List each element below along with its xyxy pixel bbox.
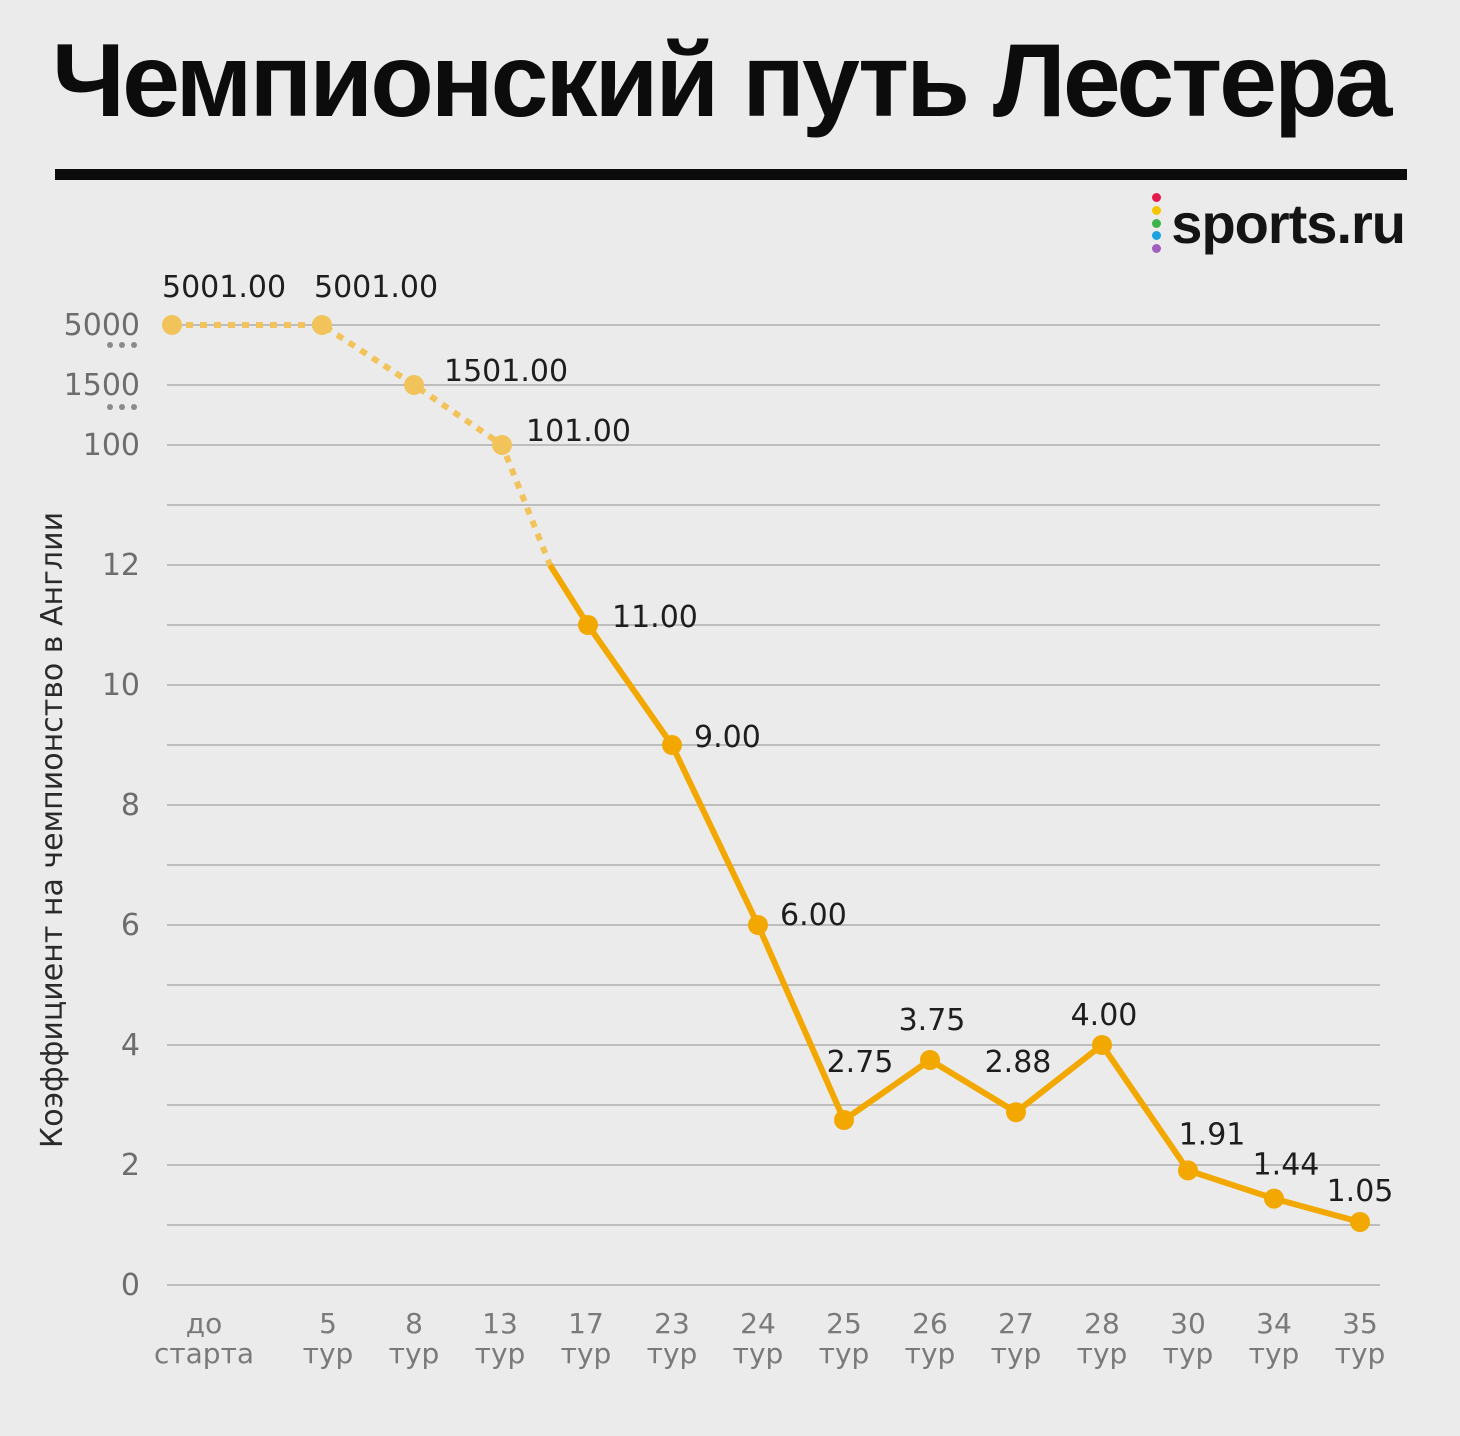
x-tick-label: 27 [998, 1307, 1034, 1340]
data-point [1178, 1160, 1198, 1181]
data-point [748, 915, 768, 935]
x-tick-label: тур [1249, 1337, 1300, 1370]
x-tick-label: тур [647, 1337, 698, 1370]
brand-dot-2 [1152, 218, 1162, 228]
data-label: 2.75 [827, 1045, 894, 1080]
brand-dot-0 [1152, 193, 1162, 202]
x-tick-label: 30 [1170, 1307, 1206, 1340]
x-tick-label: тур [561, 1337, 612, 1370]
brand-name: sports.ru [1171, 191, 1406, 255]
x-tick-label: тур [475, 1337, 526, 1370]
x-tick-label: 24 [740, 1307, 776, 1340]
x-tick-label: тур [991, 1337, 1042, 1370]
x-tick-label: тур [303, 1337, 354, 1370]
brand-dot-1 [1152, 205, 1162, 215]
x-tick-label: 5 [319, 1307, 337, 1340]
data-point [578, 615, 598, 635]
x-tick-label: 17 [568, 1307, 604, 1340]
axis-break-dot [107, 342, 113, 348]
brand-dot-3 [1152, 231, 1162, 241]
data-point [920, 1050, 940, 1070]
series-line-dashed [172, 321, 553, 567]
data-label: 1501.00 [444, 354, 568, 389]
y-tick-label: 2 [121, 1148, 140, 1183]
x-tick-label: тур [389, 1337, 440, 1370]
data-label: 101.00 [526, 414, 631, 449]
x-tick-label: тур [1335, 1337, 1386, 1370]
data-point [1264, 1188, 1284, 1209]
x-tick-label: 34 [1256, 1307, 1292, 1340]
y-tick-label: 8 [121, 788, 140, 823]
data-labels: 5001.00 5001.00 1501.00 101.00 11.00 9.00 6.00… [162, 270, 1393, 1209]
data-label: 4.00 [1071, 998, 1138, 1033]
data-label: 5001.00 [314, 270, 438, 305]
axis-break-dot [131, 404, 137, 410]
brand-dots-icon [1152, 193, 1162, 253]
brand-dot-4 [1152, 244, 1162, 253]
y-tick-label: 1500 [64, 368, 140, 403]
x-tick-label: 26 [912, 1307, 948, 1340]
y-tick-label: 12 [102, 548, 140, 583]
data-label: 9.00 [694, 720, 761, 755]
data-label: 1.44 [1253, 1148, 1320, 1183]
y-tick-label: 5000 [64, 308, 140, 343]
series-points [162, 314, 1370, 1232]
data-point [312, 314, 332, 335]
data-label: 11.00 [612, 600, 698, 635]
data-label: 5001.00 [162, 270, 286, 305]
y-tick-label: 6 [121, 908, 140, 943]
data-point [404, 374, 424, 395]
y-tick-label: 0 [121, 1268, 140, 1303]
axis-break-dot [131, 342, 137, 348]
y-tick-label: 4 [121, 1028, 140, 1063]
x-tick-label: до [186, 1307, 223, 1340]
x-tick-label: тур [1163, 1337, 1214, 1370]
chart-title: Чемпионский путь Лестера [52, 23, 1392, 139]
grid-lines [167, 324, 1380, 1286]
data-label: 3.75 [899, 1003, 966, 1038]
title-divider [55, 169, 1407, 180]
x-tick-label: тур [1077, 1337, 1128, 1370]
x-tick-label: старта [154, 1337, 254, 1370]
axis-break-dot [119, 404, 125, 410]
x-tick-label: 13 [482, 1307, 518, 1340]
y-axis-ticks: 0 2 4 6 8 10 12 100 1500 5000 [64, 308, 140, 1303]
data-point [1092, 1035, 1112, 1055]
y-tick-label: 10 [102, 668, 140, 703]
x-tick-label: тур [819, 1337, 870, 1370]
x-tick-label: 35 [1342, 1307, 1378, 1340]
data-point [162, 314, 182, 335]
x-tick-label: 25 [826, 1307, 862, 1340]
x-tick-label: 28 [1084, 1307, 1120, 1340]
x-axis-ticks: достарта5тур8тур13тур17тур23тур24тур25ту… [154, 1307, 1385, 1370]
x-tick-label: 8 [405, 1307, 423, 1340]
data-point [834, 1110, 854, 1130]
data-label: 6.00 [780, 898, 847, 933]
series-lines [172, 321, 1361, 1225]
x-tick-label: 23 [654, 1307, 690, 1340]
data-label: 2.88 [985, 1045, 1052, 1080]
axis-break-dot [107, 404, 113, 410]
x-tick-label: тур [733, 1337, 784, 1370]
data-point [492, 434, 512, 455]
y-axis-label: Коэффициент на чемпионство в Англии [35, 512, 70, 1148]
axis-break-dot [119, 342, 125, 348]
data-point [1006, 1102, 1026, 1123]
brand-logo: sports.ru [1152, 188, 1406, 258]
data-label: 1.05 [1327, 1174, 1394, 1209]
data-point [1350, 1212, 1370, 1232]
data-label: 1.91 [1179, 1117, 1246, 1152]
x-tick-label: тур [905, 1337, 956, 1370]
y-tick-label: 100 [83, 428, 140, 463]
data-point [662, 735, 682, 755]
